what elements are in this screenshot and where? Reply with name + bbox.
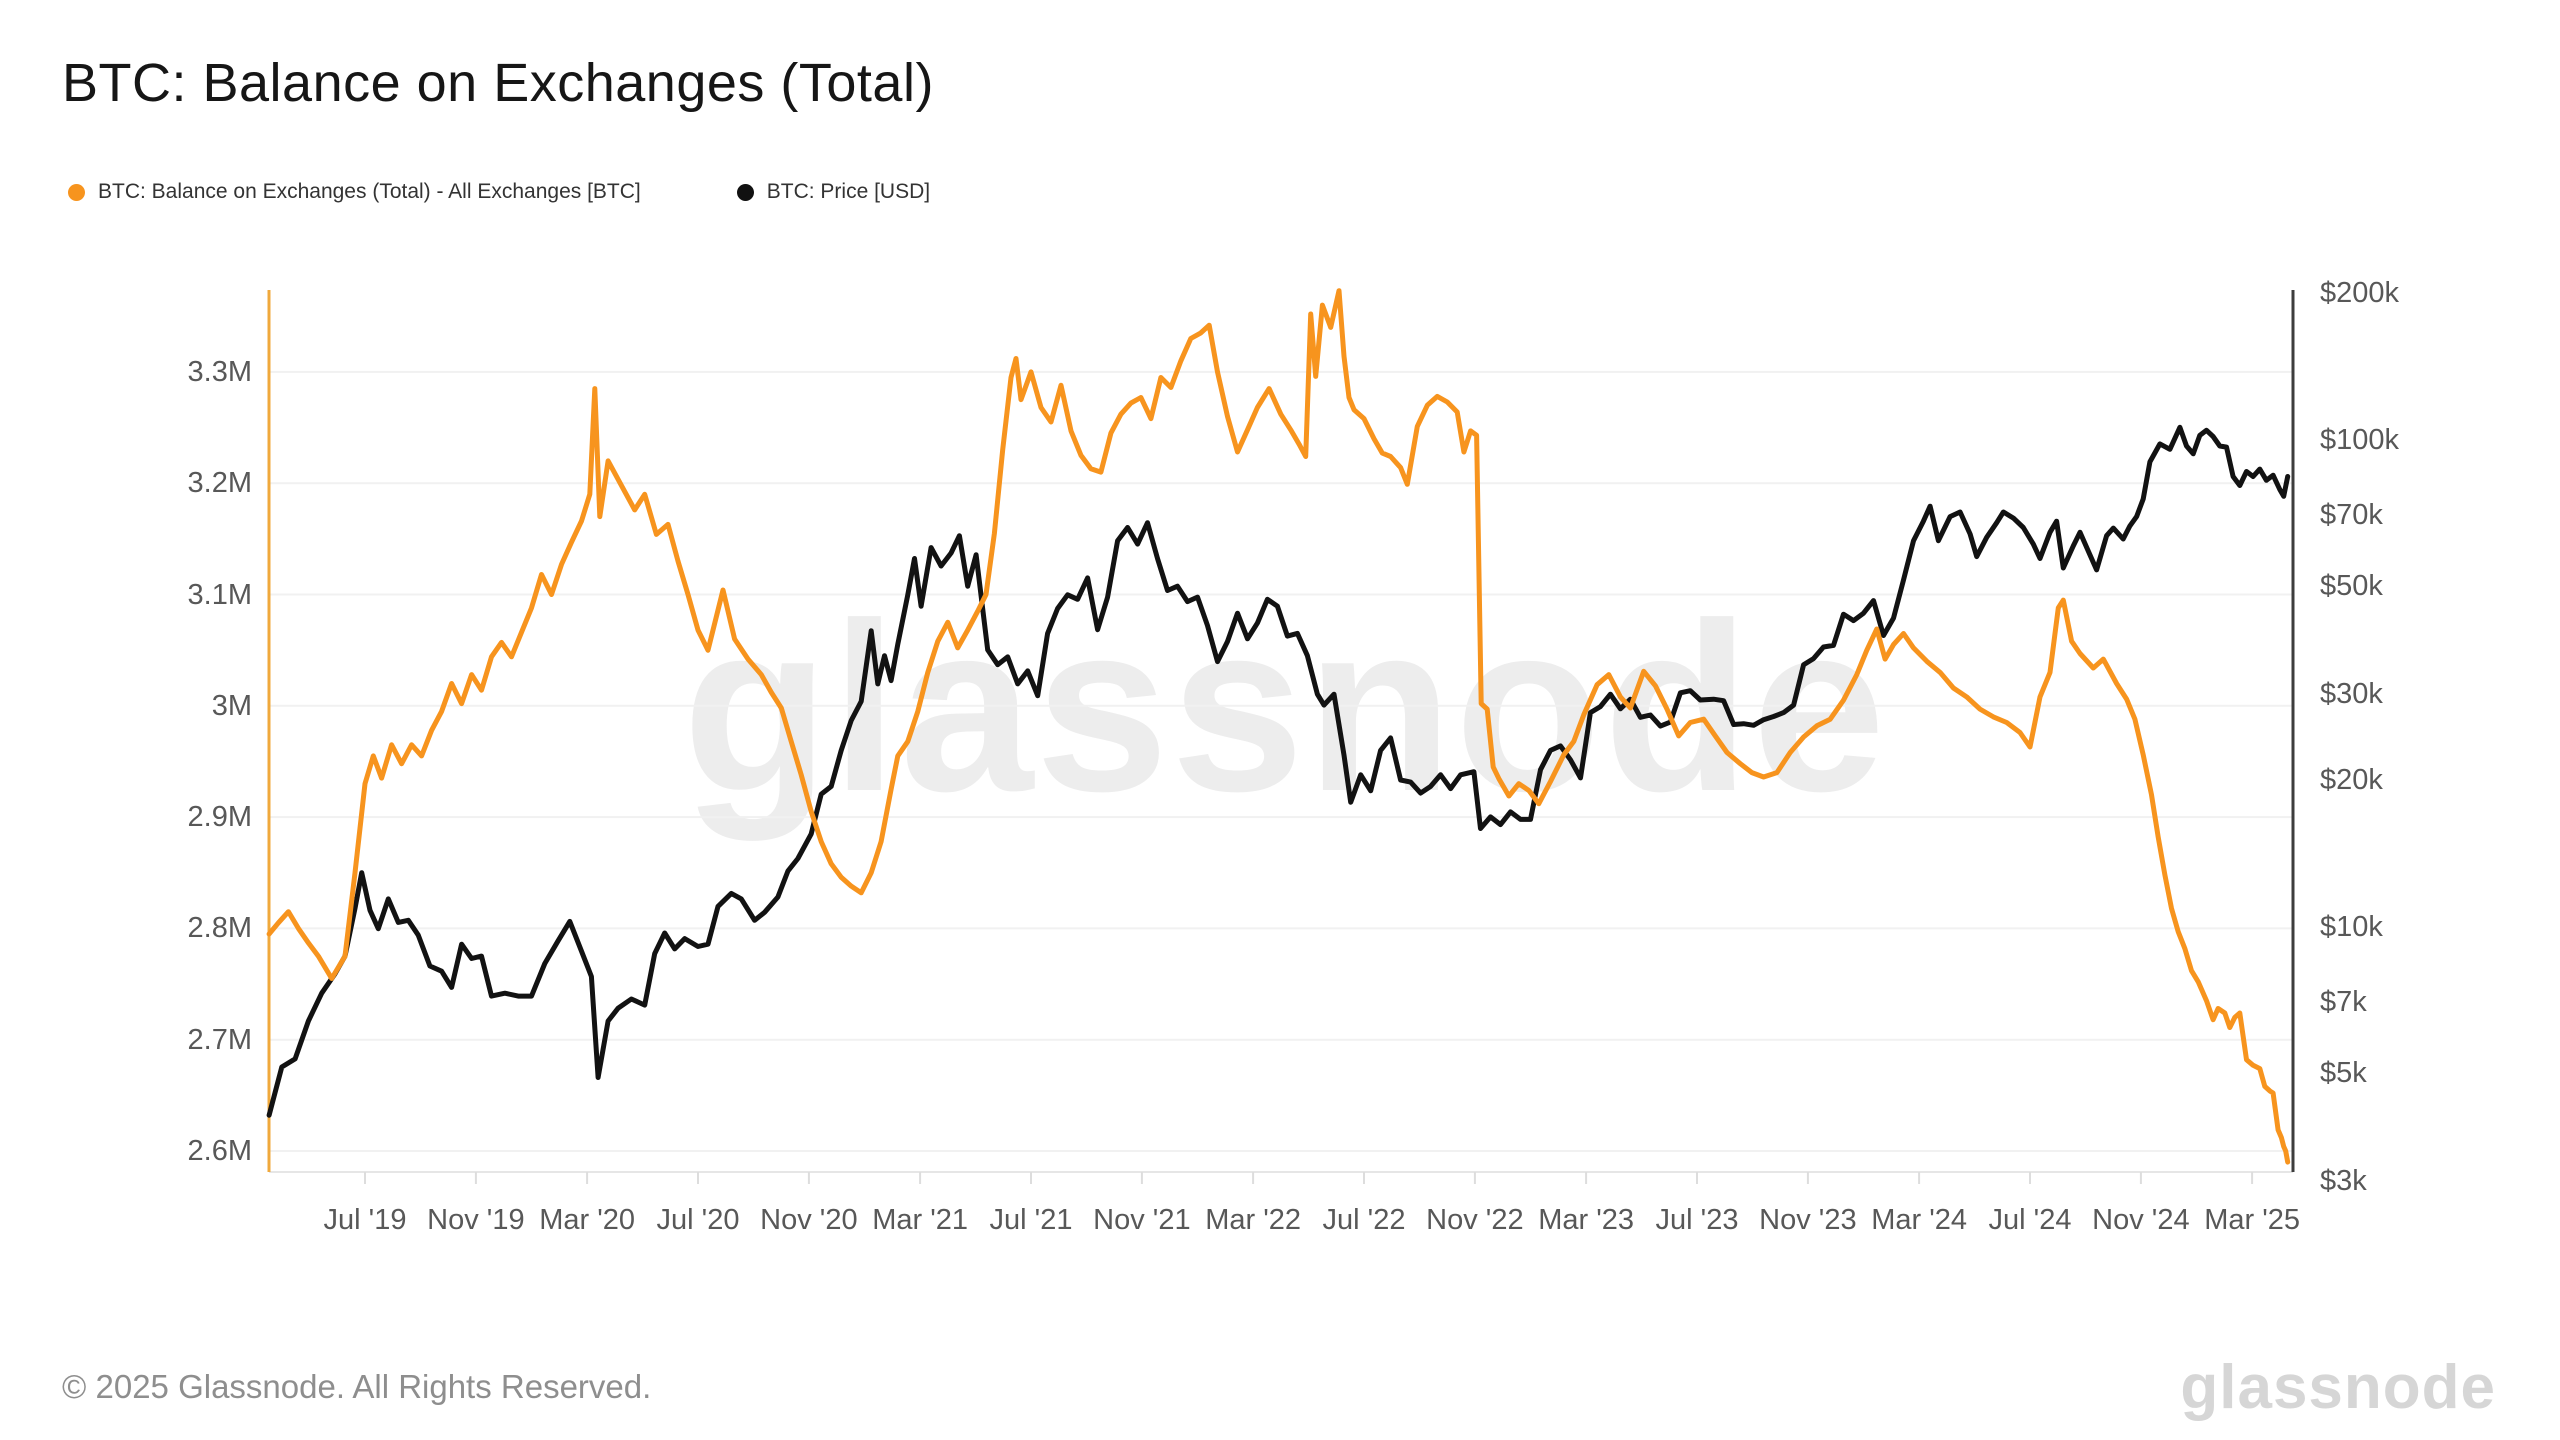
legend-item-price[interactable]: BTC: Price [USD] — [736, 180, 931, 204]
x-tick-label: Nov '21 — [1093, 1204, 1191, 1236]
y-right-tick-label: $20k — [2320, 764, 2383, 796]
x-tick-label: Jul '24 — [1988, 1204, 2072, 1236]
balance-line — [266, 288, 2291, 1165]
y-left-tick-label: 3.2M — [187, 467, 252, 500]
legend-label: BTC: Balance on Exchanges (Total) - All … — [98, 180, 641, 203]
y-right-tick-label: $7k — [2320, 986, 2367, 1019]
y-right-tick-label: $50k — [2320, 570, 2383, 603]
footer-copyright: © 2025 Glassnode. All Rights Reserved. — [62, 1368, 652, 1405]
legend: BTC: Balance on Exchanges (Total) - All … — [68, 180, 930, 204]
x-tick-marks — [364, 1172, 2254, 1184]
x-tick-label: Nov '22 — [1426, 1204, 1524, 1236]
balance-legend-dot-icon — [68, 183, 85, 201]
x-tick-label: Jul '22 — [1322, 1204, 1406, 1236]
axis-lines — [267, 290, 2295, 1172]
legend-label: BTC: Price [USD] — [766, 180, 931, 203]
y-right-tick-label: $100k — [2320, 423, 2400, 456]
x-tick-label: Nov '20 — [760, 1204, 858, 1236]
x-tick-label: Jul '23 — [1655, 1204, 1739, 1236]
legend-item-balance[interactable]: BTC: Balance on Exchanges (Total) - All … — [68, 180, 641, 204]
price-line — [266, 424, 2291, 1118]
x-tick-label: Mar '20 — [539, 1204, 635, 1236]
page-title: BTC: Balance on Exchanges (Total) — [62, 53, 934, 113]
x-tick-label: Jul '19 — [323, 1204, 407, 1236]
x-tick-label: Mar '22 — [1205, 1204, 1301, 1236]
x-tick-label: Jul '20 — [656, 1204, 740, 1236]
y-left-tick-label: 3.1M — [187, 578, 252, 611]
y-right-tick-label: $5k — [2320, 1057, 2367, 1090]
y-right-tick-label: $3k — [2320, 1165, 2367, 1198]
y-right-tick-label: $70k — [2320, 499, 2383, 532]
x-tick-label: Mar '23 — [1538, 1204, 1634, 1236]
y-left-tick-label: 2.8M — [187, 912, 252, 945]
x-tick-label: Nov '19 — [427, 1204, 525, 1236]
y-right-tick-label: $30k — [2320, 678, 2383, 711]
x-tick-label: Nov '23 — [1759, 1204, 1857, 1236]
y-left-tick-label: 3M — [211, 689, 252, 722]
watermark-glassnode: glassnode — [683, 573, 1888, 841]
y-left-tick-label: 2.6M — [187, 1135, 252, 1167]
price-legend-dot-icon — [736, 183, 754, 201]
y-right-tick-label: $200k — [2320, 277, 2400, 309]
x-tick-label: Nov '24 — [2092, 1204, 2190, 1236]
x-tick-label: Mar '21 — [872, 1204, 968, 1236]
glassnode-logo: glassnode — [2180, 1353, 2496, 1422]
y-left-tick-label: 3.3M — [187, 355, 252, 388]
x-tick-label: Jul '21 — [989, 1204, 1073, 1236]
x-tick-label: Mar '25 — [2204, 1204, 2300, 1236]
y-left-tick-label: 2.9M — [187, 801, 252, 834]
y-left-tick-label: 2.7M — [187, 1023, 252, 1056]
y-right-tick-label: $10k — [2320, 910, 2383, 943]
x-tick-label: Mar '24 — [1871, 1204, 1967, 1236]
